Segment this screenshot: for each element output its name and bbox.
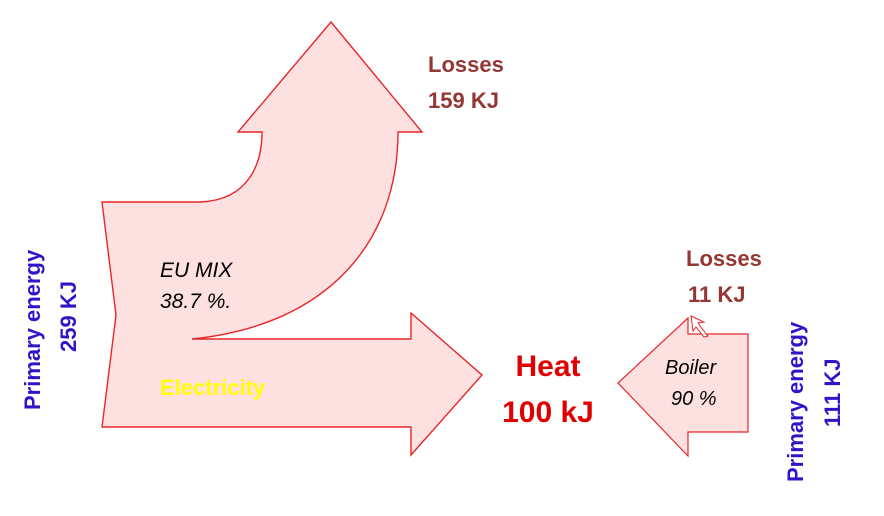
- boiler-losses-arrow: [690, 315, 709, 338]
- left-primary-energy-value: 259 KJ: [56, 281, 81, 352]
- heat-label: Heat: [515, 350, 580, 383]
- electricity-flow-arrow: [101, 20, 483, 457]
- left-primary-energy-label: Primary energy: [20, 249, 45, 410]
- electricity-label: Electricity: [160, 375, 266, 400]
- eu-mix-label: EU MIX: [160, 259, 233, 282]
- right-primary-energy-label: Primary energy: [783, 321, 808, 482]
- left-losses-value: 159 KJ: [428, 88, 499, 113]
- heat-value: 100 kJ: [502, 396, 594, 429]
- boiler-label: Boiler: [665, 357, 717, 379]
- right-primary-energy-value: 111 KJ: [820, 358, 845, 427]
- left-losses-label: Losses: [428, 52, 504, 77]
- boiler-flow-arrow: [617, 316, 749, 458]
- eu-mix-value: 38.7 %.: [160, 290, 231, 313]
- right-losses-label: Losses: [686, 246, 762, 271]
- boiler-value: 90 %: [671, 388, 717, 410]
- right-losses-value: 11 KJ: [688, 282, 746, 307]
